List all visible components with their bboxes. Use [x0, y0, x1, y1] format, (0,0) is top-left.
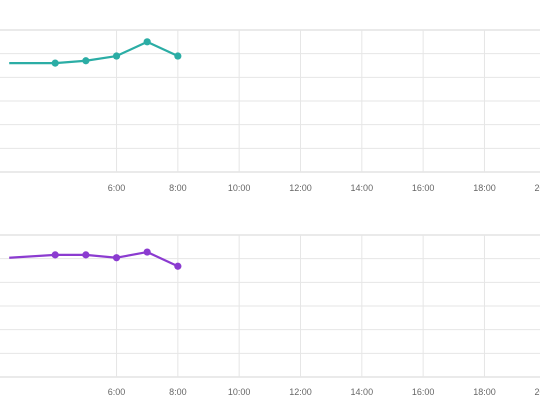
data-point [112, 52, 121, 60]
data-point [112, 254, 121, 262]
x-tick-label: 16:00 [412, 387, 435, 397]
x-tick-label: 8:00 [169, 387, 187, 397]
series-line [9, 250, 179, 268]
x-tick-label: 16:00 [412, 183, 435, 193]
data-point [82, 57, 90, 65]
x-tick-label: 8:00 [169, 183, 187, 193]
series-line [9, 40, 179, 65]
x-tick-label: 14:00 [351, 387, 374, 397]
x-tick-label: 18:00 [473, 183, 496, 193]
x-tick-label: 6:00 [108, 387, 126, 397]
x-tick-label: 6:00 [108, 183, 126, 193]
x-tick-label: 18:00 [473, 387, 496, 397]
x-tick-label: 10:00 [228, 183, 251, 193]
x-tick-label: 12:00 [289, 183, 312, 193]
x-tick-label: 20:00 [535, 183, 540, 193]
data-point [51, 251, 59, 259]
x-tick-label: 20:00 [535, 387, 540, 397]
data-point [143, 248, 151, 256]
line-chart-top: 6:00 8:00 10:00 12:00 14:00 16:00 18:00 20:00 [0, 29, 540, 193]
data-point [174, 262, 182, 270]
data-point [51, 59, 59, 67]
x-tick-label: 14:00 [351, 183, 374, 193]
data-point [82, 251, 90, 259]
data-point [174, 52, 182, 60]
x-tick-label: 10:00 [228, 387, 251, 397]
line-chart-bottom: 6:00 8:00 10:00 12:00 14:00 16:00 18:00 20:00 [0, 234, 540, 397]
data-point [143, 38, 151, 46]
x-tick-label: 12:00 [289, 387, 312, 397]
